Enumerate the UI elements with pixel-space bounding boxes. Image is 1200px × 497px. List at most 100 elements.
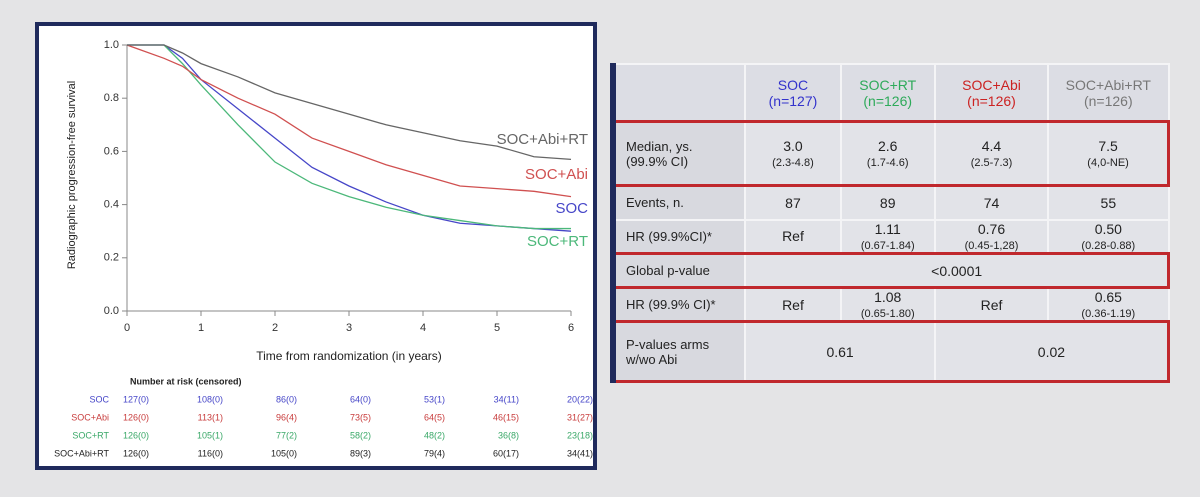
risk-cell: 64(5) xyxy=(424,412,445,422)
row-label-line: Global p-value xyxy=(626,263,710,278)
x-tick-label: 6 xyxy=(568,322,574,334)
value-cell: 55 xyxy=(1047,184,1170,221)
cell-main: 0.02 xyxy=(1037,343,1066,360)
value-cell: 87 xyxy=(744,184,842,221)
cell-main: 2.6 xyxy=(877,138,898,154)
y-tick-label: 0.8 xyxy=(104,92,119,104)
cell-sub: (1.7-4.6) xyxy=(866,157,909,169)
cell-main: 3.0 xyxy=(783,138,803,154)
row-label-line: w/wo Abi xyxy=(626,351,678,367)
cell-main: <0.0001 xyxy=(931,262,983,279)
risk-cell: 89(3) xyxy=(350,448,371,458)
value-cell: 1.08 (0.65-1.80) xyxy=(839,286,936,323)
value-cell: Ref xyxy=(744,218,842,255)
arm-n: (n=126) xyxy=(967,92,1016,109)
value-cell: 89 xyxy=(839,184,936,221)
value-cell: 1.11 (0.67-1.84) xyxy=(839,218,936,255)
risk-cell: 126(0) xyxy=(123,448,149,458)
series-label: SOC+Abi+RT xyxy=(497,131,588,148)
row-label: HR (99.9%CI)* xyxy=(611,218,747,255)
risk-cell: 108(0) xyxy=(197,394,223,404)
risk-cell: 113(1) xyxy=(198,412,223,422)
risk-cell: 48(2) xyxy=(424,430,445,440)
row-label-line: Events, n. xyxy=(626,195,684,211)
arm-n: (n=126) xyxy=(863,92,913,109)
table-row: Median, ys. (99.9% CI) 3.0 (2.3-4.8) 2.6 (1.7… xyxy=(611,120,1171,187)
table-row: HR (99.9% CI)* Ref 1.08 (0.65-1.80) Ref 0.65 (… xyxy=(611,286,1170,323)
arm-name: SOC+Abi+RT xyxy=(1065,76,1151,93)
risk-cell: 31(27) xyxy=(567,412,593,422)
arm-name: SOC xyxy=(777,76,809,93)
cell-main: Ref xyxy=(782,228,804,245)
table-row: P-values arms w/wo Abi 0.61 0.02 xyxy=(611,320,1170,383)
risk-cell: 34(11) xyxy=(494,394,519,404)
row-label-line: HR (99.9%CI)* xyxy=(626,228,712,244)
results-table: SOC (n=127) SOC+RT (n=126) SOC+Abi (n=126) SOC… xyxy=(610,63,1171,383)
cell-main: Ref xyxy=(782,296,804,313)
row-label: Global p-value xyxy=(611,252,747,289)
risk-cell: 116(0) xyxy=(198,448,223,458)
risk-cell: 53(1) xyxy=(424,394,445,404)
value-cell: 0.61 xyxy=(744,320,936,383)
risk-cell: 20(22) xyxy=(567,394,593,404)
risk-cell: 34(41) xyxy=(567,448,593,458)
value-cell: 0.76 (0.45-1,28) xyxy=(933,218,1050,255)
header-row: SOC (n=127) SOC+RT (n=126) SOC+Abi (n=126) SOC… xyxy=(611,63,1170,123)
risk-row-label: SOC xyxy=(89,394,109,404)
chart-panel xyxy=(35,22,597,470)
chart: Time from randomization (in years) Radio… xyxy=(35,22,597,470)
cell-sub: (0.36-1.19) xyxy=(1081,308,1136,320)
row-label: Median, ys. (99.9% CI) xyxy=(611,120,747,187)
y-tick-label: 0.6 xyxy=(104,145,119,157)
header-cell: SOC+Abi+RT (n=126) xyxy=(1047,63,1170,123)
risk-cell: 58(2) xyxy=(350,430,371,440)
value-cell: 7.5 (4,0-NE) xyxy=(1047,120,1171,187)
corner-cell xyxy=(611,63,747,123)
row-label: P-values arms w/wo Abi xyxy=(611,320,747,383)
row-label: HR (99.9% CI)* xyxy=(611,286,747,323)
risk-cell: 46(15) xyxy=(493,412,519,422)
cell-sub: (4,0-NE) xyxy=(1087,157,1129,169)
x-tick-label: 2 xyxy=(272,322,278,334)
header-cell: SOC (n=127) xyxy=(744,63,842,123)
cell-main: 0.61 xyxy=(826,343,854,360)
table-row: Global p-value <0.0001 xyxy=(611,252,1171,289)
table-row: HR (99.9%CI)* Ref 1.11 (0.67-1.84) 0.76 (0.45… xyxy=(611,218,1170,255)
arm-n: (n=127) xyxy=(768,92,818,109)
risk-row-label: SOC+Abi xyxy=(71,412,109,422)
risk-cell: 105(0) xyxy=(271,448,297,458)
series-label: SOC xyxy=(555,200,588,217)
risk-cell: 126(0) xyxy=(123,412,149,422)
cell-main: 74 xyxy=(983,194,1000,211)
value-cell: Ref xyxy=(933,286,1050,323)
y-tick-label: 0.4 xyxy=(104,199,119,211)
value-cell: <0.0001 xyxy=(744,252,1171,289)
risk-cell: 64(0) xyxy=(350,394,371,404)
x-tick-label: 5 xyxy=(494,322,500,334)
cell-sub: (0.65-1.80) xyxy=(860,308,915,320)
risk-cell: 86(0) xyxy=(276,394,297,404)
value-cell: Ref xyxy=(744,286,842,323)
y-axis-label: Radiographic progression-free survival xyxy=(66,81,78,269)
row-label-line: (99.9% CI) xyxy=(626,153,689,169)
risk-title: Number at risk (censored) xyxy=(130,376,242,386)
risk-row-label: SOC+RT xyxy=(72,430,109,440)
risk-cell: 105(1) xyxy=(197,430,223,440)
header-cell: SOC+Abi (n=126) xyxy=(933,63,1050,123)
value-cell: 4.4 (2.5-7.3) xyxy=(933,120,1050,187)
cell-main: 7.5 xyxy=(1098,138,1118,154)
x-tick-label: 3 xyxy=(346,322,352,334)
y-tick-label: 0.2 xyxy=(104,252,119,264)
cell-sub: (0.45-1,28) xyxy=(964,239,1019,252)
risk-cell: 73(5) xyxy=(350,412,371,422)
arm-n: (n=126) xyxy=(1083,92,1133,109)
risk-cell: 23(18) xyxy=(567,430,593,440)
x-tick-label: 0 xyxy=(124,322,130,334)
cell-main: 87 xyxy=(785,194,801,211)
risk-cell: 96(4) xyxy=(276,412,297,422)
cell-main: 0.76 xyxy=(977,220,1006,237)
cell-main: Ref xyxy=(980,296,1003,313)
header-cell: SOC+RT (n=126) xyxy=(839,63,936,123)
series-label: SOC+RT xyxy=(527,233,588,250)
